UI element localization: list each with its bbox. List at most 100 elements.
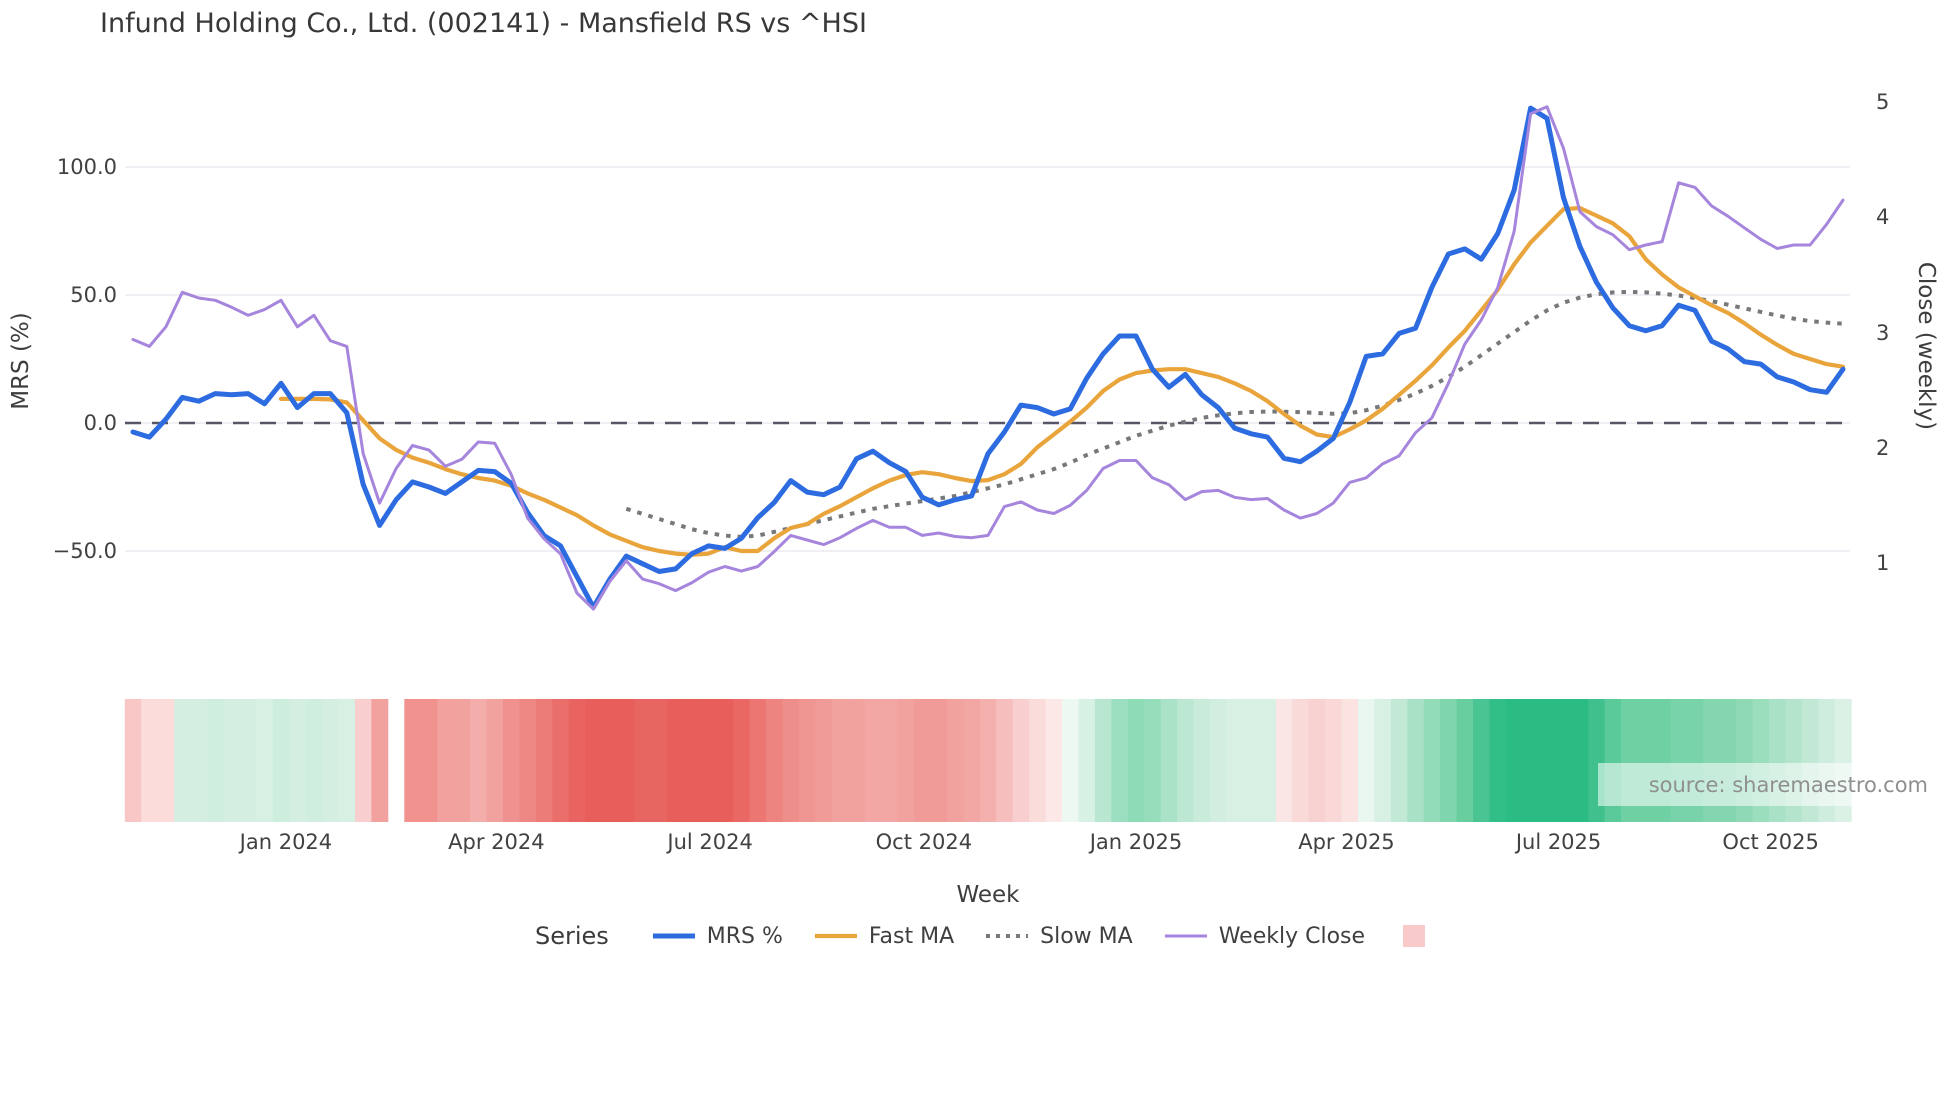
heatmap-legend-swatch-icon[interactable] <box>1403 925 1426 947</box>
weekly-close-line-swatch-icon <box>1164 934 1207 938</box>
right-tick-label: 5 <box>1876 90 1890 115</box>
legend-label-slow-ma: Slow MA <box>1040 923 1133 949</box>
heatmap-cell <box>1506 699 1523 822</box>
heatmap-cell <box>1473 699 1490 822</box>
heatmap-cell <box>1456 699 1474 822</box>
slow-ma-dotted-swatch-icon <box>986 934 1029 938</box>
heatmap-cell <box>733 699 751 822</box>
x-axis-title: Week <box>956 882 1020 908</box>
series-line-slow-ma <box>625 289 1844 539</box>
heatmap-cell <box>1226 699 1244 822</box>
heatmap-cell <box>1045 699 1063 822</box>
x-tick-label: Jul 2025 <box>1515 830 1602 854</box>
heatmap-cell <box>979 699 997 822</box>
heatmap-cell <box>141 699 159 822</box>
heatmap-cell <box>1012 699 1030 822</box>
heatmap-cell <box>470 699 487 822</box>
x-tick-label: Jan 2024 <box>239 830 333 854</box>
heatmap-cell <box>1062 699 1079 822</box>
heatmap-cell <box>1078 699 1096 822</box>
legend-item-mrs[interactable]: MRS % <box>651 924 783 949</box>
legend-item-fast-ma[interactable]: Fast MA <box>813 924 954 949</box>
heatmap-cell <box>453 699 471 822</box>
heatmap-cell <box>272 699 290 822</box>
heatmap-cell <box>124 699 142 822</box>
heatmap-cell <box>1325 699 1342 822</box>
heatmap-cell <box>1538 699 1556 822</box>
heatmap-cell <box>1358 699 1375 822</box>
heatmap-cell <box>1308 699 1326 822</box>
heatmap-cell <box>716 699 734 822</box>
legend-label-weekly-close: Weekly Close <box>1218 923 1366 949</box>
heatmap-cell <box>1193 699 1211 822</box>
heatmap-cell <box>1522 699 1540 822</box>
heatmap-cell <box>1177 699 1194 822</box>
heatmap-cell <box>1423 699 1441 822</box>
x-tick-label: Jan 2025 <box>1089 830 1183 854</box>
legend-title: Series <box>534 922 609 950</box>
heatmap-cell <box>1029 699 1046 822</box>
x-tick-label: Apr 2024 <box>448 830 545 854</box>
heatmap-cell <box>568 699 586 822</box>
series-line-weekly-close <box>131 105 1845 611</box>
left-tick-label: −50.0 <box>52 539 117 563</box>
heatmap-cell <box>338 699 356 822</box>
heatmap-cell <box>683 699 701 822</box>
series-line-mrs- <box>130 105 1846 610</box>
heatmap-cell <box>371 699 389 822</box>
heatmap-cell <box>651 699 668 822</box>
heatmap-cell <box>1374 699 1392 822</box>
heatmap-cell <box>519 699 537 822</box>
heatmap-cell <box>963 699 981 822</box>
heatmap-cell <box>1341 699 1359 822</box>
right-tick-label: 2 <box>1876 435 1890 460</box>
fast-ma-line-swatch-icon <box>814 933 857 939</box>
heatmap-cell <box>585 699 603 822</box>
heatmap-cell <box>881 699 898 822</box>
heatmap-cell <box>1292 699 1310 822</box>
left-tick-label: 100.0 <box>56 155 117 179</box>
right-tick-label: 4 <box>1876 205 1890 230</box>
heatmap-cell <box>897 699 915 822</box>
heatmap-cell <box>420 699 438 822</box>
heatmap-cell <box>749 699 767 822</box>
heatmap-cell <box>864 699 882 822</box>
heatmap-cell <box>174 699 191 822</box>
heatmap-cell <box>190 699 208 822</box>
mrs-line-swatch-icon <box>652 933 695 939</box>
heatmap-cell <box>207 699 224 822</box>
heatmap-cell <box>831 699 849 822</box>
heatmap-cell <box>1390 699 1408 822</box>
legend: Series MRS % Fast MA Slow MA Weekly Clos… <box>534 922 1426 950</box>
heatmap-cell <box>223 699 241 822</box>
heatmap-cell <box>798 699 816 822</box>
heatmap-cell <box>1160 699 1178 822</box>
heatmap-cell <box>601 699 619 822</box>
heatmap-cell <box>848 699 866 822</box>
chart-title: Infund Holding Co., Ltd. (002141) - Mans… <box>100 8 867 39</box>
heatmap-cell <box>618 699 635 822</box>
heatmap-cell <box>1407 699 1425 822</box>
x-tick-label: Oct 2025 <box>1722 830 1819 854</box>
right-axis-title: Close (weekly) <box>1913 261 1939 431</box>
legend-item-slow-ma[interactable]: Slow MA <box>984 924 1133 949</box>
heatmap-cell <box>930 699 948 822</box>
left-axis-title: MRS (%) <box>8 312 34 410</box>
heatmap-cell <box>486 699 504 822</box>
heatmap-cell <box>996 699 1014 822</box>
legend-item-weekly-close[interactable]: Weekly Close <box>1163 924 1365 949</box>
source-note: source: sharemaestro.com <box>1598 763 1934 806</box>
heatmap-cell <box>355 699 372 822</box>
heatmap-cell <box>1440 699 1458 822</box>
heatmap-cell <box>256 699 274 822</box>
heatmap-cell <box>1259 699 1277 822</box>
heatmap-cell <box>1555 699 1573 822</box>
heatmap-cell <box>157 699 175 822</box>
heatmap-cell <box>305 699 323 822</box>
heatmap-cell <box>535 699 553 822</box>
heatmap-cell <box>1210 699 1227 822</box>
left-tick-label: 0.0 <box>83 411 117 435</box>
heatmap-cell <box>289 699 307 822</box>
